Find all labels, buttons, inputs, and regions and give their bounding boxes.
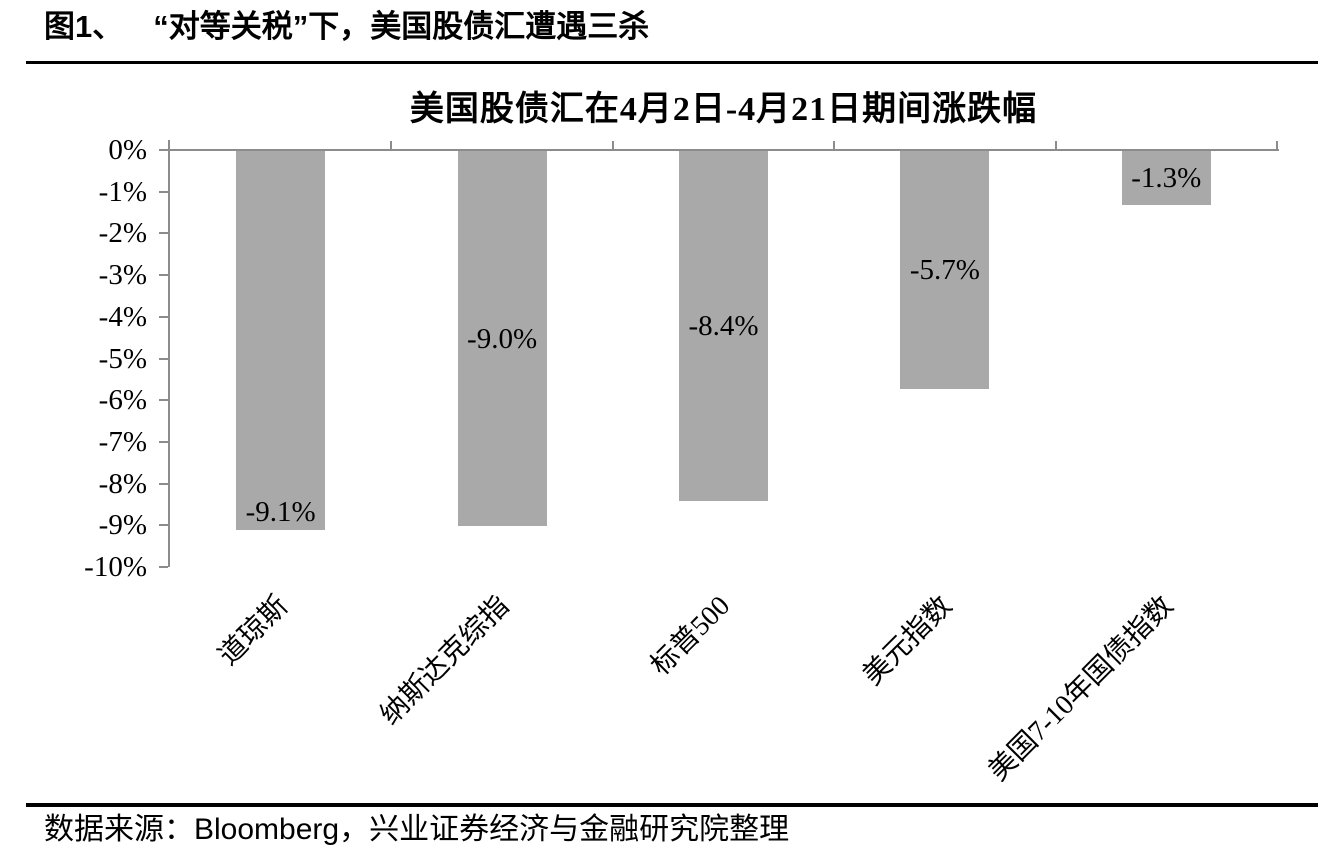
category-label: 标普500 (645, 590, 737, 682)
bar-value-label: -8.4% (688, 310, 759, 343)
x-tick (1276, 141, 1278, 149)
y-tick (159, 274, 168, 277)
zero-line (168, 149, 1279, 151)
bar (1121, 151, 1211, 206)
data-source-label: 数据来源： (44, 813, 194, 846)
figure-title: “对等关税”下，美国股债汇遭遇三杀 (153, 9, 650, 44)
figure-heading: 图1、 “对等关税”下，美国股债汇遭遇三杀 (44, 8, 649, 46)
bar-value-label: -9.0% (467, 322, 538, 355)
y-axis-line (168, 140, 170, 567)
bar-value-label: -1.3% (1131, 162, 1202, 195)
chart-title: 美国股债汇在4月2日-4月21日期间涨跌幅 (409, 91, 1038, 128)
y-tick-label: -7% (98, 425, 147, 458)
y-tick-label: -8% (98, 467, 147, 500)
y-tick-label: -3% (98, 259, 147, 292)
data-source-text: Bloomberg，兴业证券经济与金融研究院整理 (194, 813, 790, 846)
y-tick (159, 566, 168, 568)
bar (679, 151, 768, 502)
y-tick-label: 0% (108, 134, 147, 166)
data-source-line: 数据来源：Bloomberg，兴业证券经济与金融研究院整理 (44, 812, 789, 848)
bar (457, 151, 547, 527)
y-tick (159, 357, 168, 360)
bar (900, 151, 990, 389)
y-tick (159, 524, 168, 527)
category-label: 道琼斯 (212, 590, 294, 672)
y-tick (159, 482, 168, 485)
y-tick-label: -5% (98, 342, 147, 375)
x-tick (1054, 141, 1057, 149)
y-tick-label: -2% (98, 217, 147, 250)
y-tick-label: -1% (98, 175, 147, 208)
y-tick-label: -6% (98, 384, 147, 417)
y-tick-label: -10% (84, 551, 147, 583)
bottom-divider (26, 803, 1318, 807)
y-tick (159, 315, 168, 318)
bar-value-label: -5.7% (909, 253, 980, 286)
y-tick-label: -4% (98, 300, 147, 333)
x-tick (611, 141, 614, 149)
bar (236, 151, 326, 531)
y-tick (159, 190, 168, 193)
x-tick (833, 141, 836, 149)
y-tick (159, 232, 168, 235)
category-label: 美元指数 (856, 590, 959, 692)
y-tick (159, 399, 168, 402)
y-tick (159, 440, 168, 443)
x-tick (390, 141, 393, 149)
y-tick (159, 149, 168, 151)
figure-number: 图1、 (44, 9, 124, 44)
category-label: 纳斯达克综指 (374, 590, 516, 732)
bar-value-label: -9.1% (245, 496, 316, 529)
category-label: 美国7-10年国债指数 (982, 590, 1180, 788)
top-divider (26, 61, 1318, 64)
y-tick-label: -9% (98, 509, 147, 542)
